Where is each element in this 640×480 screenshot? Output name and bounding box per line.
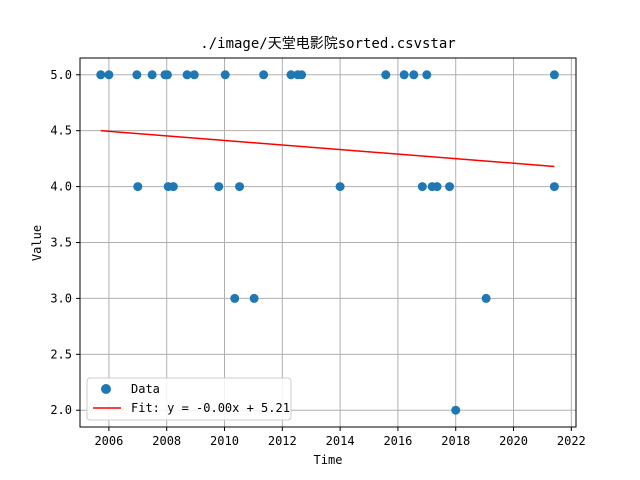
data-point [549, 182, 559, 192]
legend-label-data: Data [131, 382, 160, 396]
data-point [286, 70, 296, 80]
x-ticks: 2006 2008 2010 2012 2014 2016 2018 2020 2022 [94, 427, 586, 448]
y-tick-label: 2.0 [50, 403, 72, 417]
data-point [381, 70, 391, 80]
y-tick-label: 4.5 [50, 124, 72, 138]
y-tick-label: 4.0 [50, 180, 72, 194]
data-point [214, 182, 224, 192]
data-point [96, 70, 106, 80]
data-point [445, 182, 455, 192]
x-tick-label: 2016 [383, 434, 412, 448]
x-tick-label: 2022 [557, 434, 586, 448]
data-point [399, 70, 409, 80]
data-point [549, 70, 559, 80]
x-tick-label: 2010 [210, 434, 239, 448]
chart-title: ./image/天堂电影院sorted.csvstar [200, 36, 455, 52]
data-point [162, 70, 172, 80]
legend-label-fit: Fit: y = -0.00x + 5.21 [131, 401, 290, 415]
data-point [133, 182, 143, 192]
grid [80, 58, 576, 427]
data-point [182, 70, 192, 80]
data-point [235, 182, 245, 192]
data-point [259, 70, 269, 80]
x-tick-label: 2014 [326, 434, 355, 448]
data-point [335, 182, 345, 192]
data-point [422, 70, 432, 80]
x-tick-label: 2006 [94, 434, 123, 448]
x-axis-label: Time [314, 453, 343, 467]
data-point [230, 293, 240, 303]
x-tick-label: 2020 [499, 434, 528, 448]
data-point [220, 70, 230, 80]
data-point [481, 293, 491, 303]
data-point [451, 405, 461, 415]
x-tick-label: 2018 [441, 434, 470, 448]
data-point [147, 70, 157, 80]
y-axis-label: Value [30, 225, 44, 261]
data-point [297, 70, 307, 80]
x-tick-label: 2008 [152, 434, 181, 448]
data-point [409, 70, 419, 80]
data-point [132, 70, 142, 80]
y-tick-label: 2.5 [50, 347, 72, 361]
data-point [249, 293, 259, 303]
data-points-layer [96, 70, 559, 415]
fit-line [100, 129, 555, 168]
data-point [417, 182, 427, 192]
legend: Data Fit: y = -0.00x + 5.21 [86, 377, 292, 421]
legend-marker-data [101, 384, 111, 394]
y-tick-label: 3.5 [50, 236, 72, 250]
data-point [432, 182, 442, 192]
y-ticks: 2.0 2.5 3.0 3.5 4.0 4.5 5.0 [50, 68, 80, 417]
y-tick-label: 5.0 [50, 68, 72, 82]
legend-box [86, 377, 292, 421]
data-point [189, 70, 199, 80]
data-point [168, 182, 178, 192]
x-tick-label: 2012 [268, 434, 297, 448]
data-point [104, 70, 114, 80]
y-tick-label: 3.0 [50, 291, 72, 305]
fit-line-layer [100, 129, 555, 168]
